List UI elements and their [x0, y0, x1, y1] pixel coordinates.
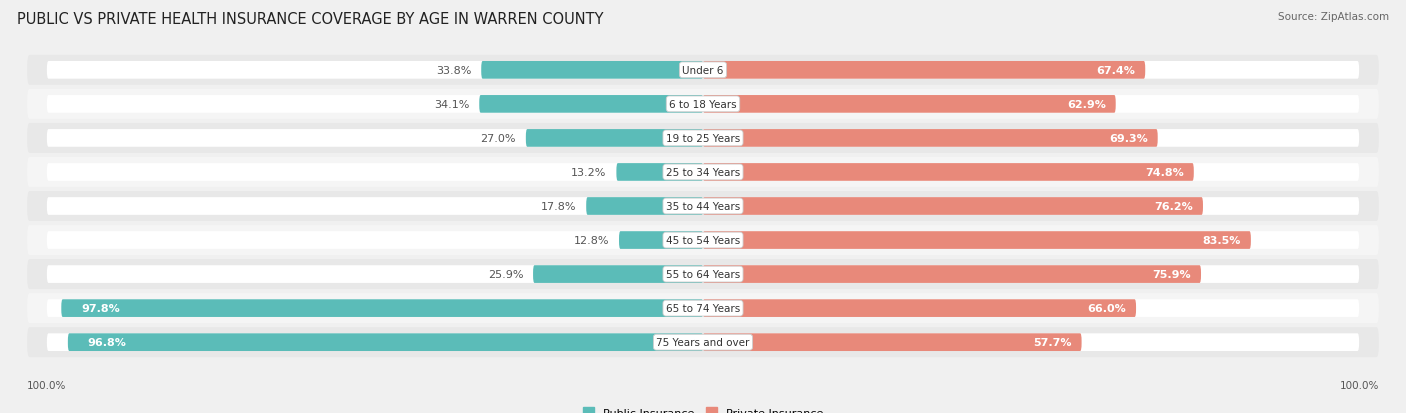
FancyBboxPatch shape: [703, 164, 1360, 181]
FancyBboxPatch shape: [586, 198, 703, 215]
FancyBboxPatch shape: [479, 96, 703, 114]
Text: 45 to 54 Years: 45 to 54 Years: [666, 235, 740, 245]
FancyBboxPatch shape: [46, 266, 703, 283]
FancyBboxPatch shape: [46, 164, 703, 181]
FancyBboxPatch shape: [62, 299, 703, 317]
Text: 74.8%: 74.8%: [1146, 168, 1184, 178]
Text: 97.8%: 97.8%: [82, 304, 120, 313]
Text: 13.2%: 13.2%: [571, 168, 606, 178]
FancyBboxPatch shape: [27, 56, 1379, 85]
Text: 66.0%: 66.0%: [1087, 304, 1126, 313]
Text: 69.3%: 69.3%: [1109, 133, 1147, 144]
Text: 67.4%: 67.4%: [1097, 66, 1136, 76]
Text: 12.8%: 12.8%: [574, 235, 609, 245]
FancyBboxPatch shape: [533, 266, 703, 283]
FancyBboxPatch shape: [619, 232, 703, 249]
FancyBboxPatch shape: [27, 192, 1379, 221]
FancyBboxPatch shape: [46, 130, 703, 147]
Text: 96.8%: 96.8%: [87, 337, 127, 347]
FancyBboxPatch shape: [67, 334, 703, 351]
FancyBboxPatch shape: [27, 259, 1379, 290]
FancyBboxPatch shape: [481, 62, 703, 79]
FancyBboxPatch shape: [46, 334, 703, 351]
Text: 55 to 64 Years: 55 to 64 Years: [666, 269, 740, 280]
FancyBboxPatch shape: [46, 299, 703, 317]
Text: 75.9%: 75.9%: [1153, 269, 1191, 280]
Text: 65 to 74 Years: 65 to 74 Years: [666, 304, 740, 313]
FancyBboxPatch shape: [703, 334, 1081, 351]
FancyBboxPatch shape: [46, 96, 703, 114]
FancyBboxPatch shape: [703, 96, 1116, 114]
Text: 6 to 18 Years: 6 to 18 Years: [669, 100, 737, 109]
FancyBboxPatch shape: [703, 232, 1251, 249]
Text: 25.9%: 25.9%: [488, 269, 523, 280]
Text: Under 6: Under 6: [682, 66, 724, 76]
FancyBboxPatch shape: [703, 299, 1136, 317]
FancyBboxPatch shape: [703, 198, 1360, 215]
Text: PUBLIC VS PRIVATE HEALTH INSURANCE COVERAGE BY AGE IN WARREN COUNTY: PUBLIC VS PRIVATE HEALTH INSURANCE COVER…: [17, 12, 603, 27]
Text: 19 to 25 Years: 19 to 25 Years: [666, 133, 740, 144]
Text: 27.0%: 27.0%: [481, 133, 516, 144]
Text: 35 to 44 Years: 35 to 44 Years: [666, 202, 740, 211]
Text: 76.2%: 76.2%: [1154, 202, 1194, 211]
FancyBboxPatch shape: [703, 130, 1360, 147]
Text: 83.5%: 83.5%: [1202, 235, 1241, 245]
FancyBboxPatch shape: [703, 62, 1360, 79]
FancyBboxPatch shape: [703, 266, 1360, 283]
Text: Source: ZipAtlas.com: Source: ZipAtlas.com: [1278, 12, 1389, 22]
FancyBboxPatch shape: [703, 62, 1146, 79]
FancyBboxPatch shape: [703, 164, 1194, 181]
FancyBboxPatch shape: [703, 334, 1360, 351]
FancyBboxPatch shape: [46, 232, 703, 249]
FancyBboxPatch shape: [27, 225, 1379, 255]
FancyBboxPatch shape: [27, 90, 1379, 120]
Text: 75 Years and over: 75 Years and over: [657, 337, 749, 347]
Text: 100.0%: 100.0%: [27, 380, 66, 389]
Text: 100.0%: 100.0%: [1340, 380, 1379, 389]
Text: 25 to 34 Years: 25 to 34 Years: [666, 168, 740, 178]
FancyBboxPatch shape: [27, 328, 1379, 357]
FancyBboxPatch shape: [526, 130, 703, 147]
Text: 17.8%: 17.8%: [541, 202, 576, 211]
FancyBboxPatch shape: [27, 293, 1379, 323]
FancyBboxPatch shape: [46, 62, 703, 79]
FancyBboxPatch shape: [27, 123, 1379, 154]
Text: 33.8%: 33.8%: [436, 66, 471, 76]
Text: 34.1%: 34.1%: [434, 100, 470, 109]
FancyBboxPatch shape: [46, 198, 703, 215]
FancyBboxPatch shape: [616, 164, 703, 181]
Text: 57.7%: 57.7%: [1033, 337, 1071, 347]
FancyBboxPatch shape: [703, 130, 1157, 147]
FancyBboxPatch shape: [703, 232, 1360, 249]
FancyBboxPatch shape: [703, 96, 1360, 114]
Text: 62.9%: 62.9%: [1067, 100, 1107, 109]
FancyBboxPatch shape: [703, 299, 1360, 317]
Legend: Public Insurance, Private Insurance: Public Insurance, Private Insurance: [579, 404, 827, 413]
FancyBboxPatch shape: [703, 198, 1204, 215]
FancyBboxPatch shape: [27, 158, 1379, 188]
FancyBboxPatch shape: [703, 266, 1201, 283]
